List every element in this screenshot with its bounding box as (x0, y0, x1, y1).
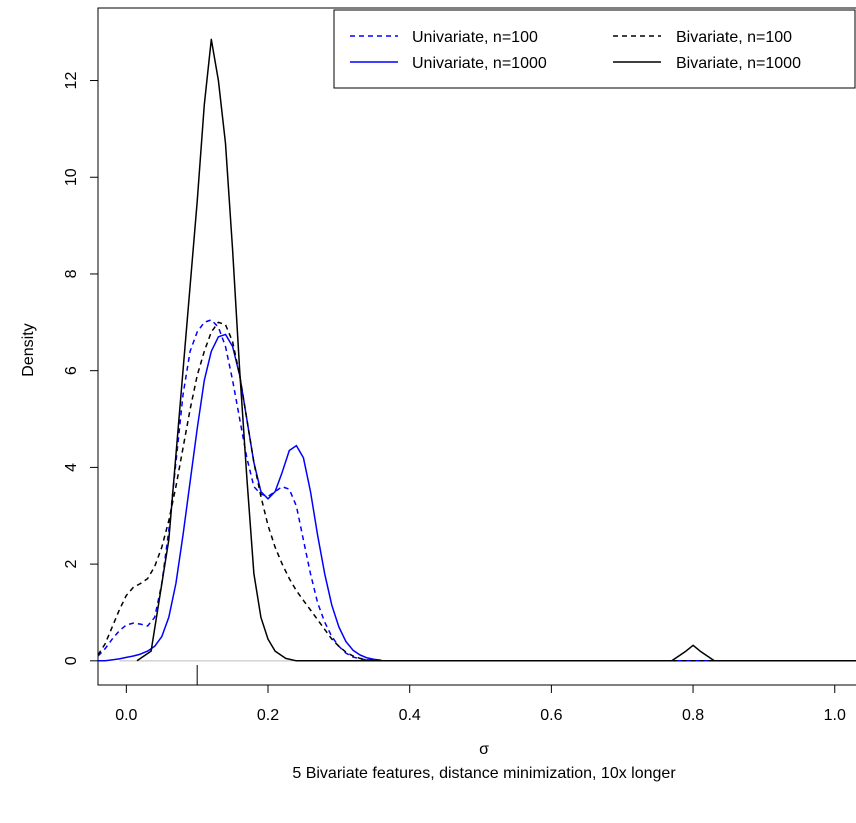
x-tick-label: 0.4 (399, 707, 421, 724)
y-tick-label: 12 (63, 72, 80, 90)
y-tick-label: 6 (63, 366, 80, 375)
series-line-univariate-n-100 (97, 319, 856, 662)
series-line-univariate-n-1000 (98, 333, 856, 662)
y-tick-label: 8 (63, 269, 80, 278)
x-tick-label: 1.0 (824, 707, 846, 724)
legend-box (333, 9, 856, 89)
y-tick-label: 2 (63, 560, 80, 569)
plot-frame (97, 7, 856, 686)
x-tick-label: 0.6 (540, 707, 562, 724)
series-layer (97, 38, 856, 662)
axes-layer: 0.0 0.2 0.4 0.6 0.8 1.0 0 2 4 6 8 10 12 (63, 72, 846, 724)
legend: Univariate, n=100 Univariate, n=1000 Biv… (333, 9, 856, 89)
y-axis-title: Density (20, 323, 37, 376)
y-tick-label: 10 (63, 168, 80, 186)
y-tick-label: 4 (63, 463, 80, 472)
legend-label-bivariate-n1000: Bivariate, n=1000 (676, 55, 801, 72)
legend-label-univariate-n100: Univariate, n=100 (412, 29, 538, 46)
y-tick-label: 0 (63, 656, 80, 665)
plot-area (97, 7, 856, 686)
x-axis-title: σ (479, 741, 489, 758)
series-line-bivariate-n-1000 (136, 38, 856, 662)
chart-subtitle: 5 Bivariate features, distance minimizat… (292, 765, 676, 782)
legend-label-univariate-n1000: Univariate, n=1000 (412, 55, 547, 72)
x-tick-label: 0.2 (257, 707, 279, 724)
legend-label-bivariate-n100: Bivariate, n=100 (676, 29, 792, 46)
x-tick-label: 0.8 (682, 707, 704, 724)
series-line-bivariate-n-100 (97, 321, 856, 662)
x-tick-label: 0.0 (115, 707, 137, 724)
